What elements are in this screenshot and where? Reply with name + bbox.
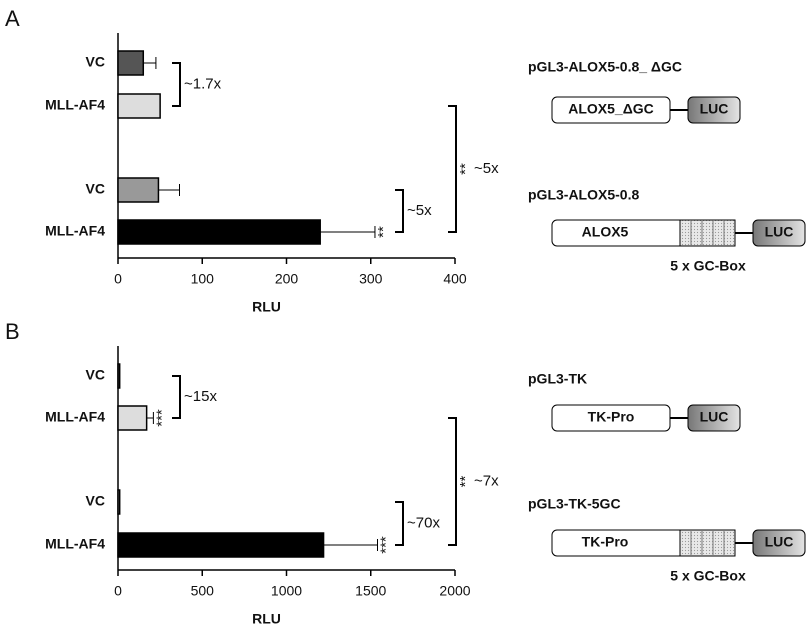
fold-label: ~70x bbox=[407, 514, 440, 531]
category-label: VC bbox=[86, 54, 105, 70]
significance: ** bbox=[457, 476, 474, 488]
promoter-label: TK-Pro bbox=[582, 534, 629, 550]
x-tick-label: 500 bbox=[191, 583, 215, 599]
error-bar bbox=[143, 57, 157, 69]
bar bbox=[117, 363, 121, 389]
x-axis-label: RLU bbox=[252, 611, 281, 627]
x-tick-label: 1500 bbox=[355, 583, 386, 599]
fold-label: ~7x bbox=[474, 472, 499, 489]
x-tick-label: 1000 bbox=[271, 583, 302, 599]
fold-label: ~5x bbox=[407, 202, 432, 219]
construct-title: pGL3-ALOX5-0.8 bbox=[528, 187, 639, 203]
significance: ** bbox=[375, 226, 392, 238]
x-tick-label: 300 bbox=[359, 271, 383, 287]
x-tick-label: 0 bbox=[114, 271, 122, 287]
luc-box bbox=[752, 529, 806, 557]
error-bar bbox=[323, 539, 378, 551]
category-label: MLL-AF4 bbox=[45, 409, 105, 425]
bracket bbox=[395, 501, 404, 546]
significance: *** bbox=[377, 536, 394, 554]
luc-label: LUC bbox=[765, 534, 794, 550]
luc-label: LUC bbox=[765, 224, 794, 240]
gc-label: 5 x GC-Box bbox=[670, 258, 746, 274]
bracket bbox=[395, 189, 404, 233]
x-tick-label: 200 bbox=[275, 271, 299, 287]
luc-box bbox=[687, 404, 741, 432]
bracket bbox=[172, 62, 181, 107]
fold-label: ~5x bbox=[474, 160, 499, 177]
panel-label: B bbox=[5, 319, 20, 344]
panel-label: A bbox=[5, 6, 20, 31]
x-tick-label: 100 bbox=[191, 271, 215, 287]
promoter-label: ALOX5 bbox=[582, 224, 629, 240]
luc-label: LUC bbox=[700, 409, 729, 425]
bar bbox=[117, 405, 148, 431]
bar bbox=[117, 532, 325, 558]
bar bbox=[117, 177, 160, 203]
category-label: MLL-AF4 bbox=[45, 223, 105, 239]
promoter-label: ALOX5_ΔGC bbox=[568, 101, 654, 117]
fold-label: ~1.7x bbox=[184, 75, 222, 92]
gc-label: 5 x GC-Box bbox=[670, 568, 746, 584]
gc-region bbox=[679, 219, 736, 247]
gc-region bbox=[679, 529, 736, 557]
bar bbox=[117, 93, 161, 119]
category-label: MLL-AF4 bbox=[45, 97, 105, 113]
construct-title: pGL3-ALOX5-0.8_ ΔGC bbox=[528, 59, 682, 75]
category-label: VC bbox=[86, 367, 105, 383]
luc-label: LUC bbox=[700, 101, 729, 117]
bracket bbox=[448, 417, 457, 546]
bracket bbox=[172, 375, 181, 419]
error-bar bbox=[320, 226, 376, 238]
bar bbox=[117, 219, 321, 245]
construct-title: pGL3-TK bbox=[528, 371, 587, 387]
construct-title: pGL3-TK-5GC bbox=[528, 496, 621, 512]
category-label: VC bbox=[86, 181, 105, 197]
significance: *** bbox=[153, 409, 170, 427]
fold-label: ~15x bbox=[184, 388, 217, 405]
x-tick-label: 0 bbox=[114, 583, 122, 599]
bracket bbox=[448, 105, 457, 233]
x-tick-label: 2000 bbox=[439, 583, 470, 599]
x-tick-label: 400 bbox=[443, 271, 467, 287]
error-bar bbox=[146, 412, 154, 424]
bar bbox=[117, 50, 145, 76]
x-axis-label: RLU bbox=[252, 299, 281, 315]
category-label: VC bbox=[86, 493, 105, 509]
error-bar bbox=[158, 184, 181, 196]
category-label: MLL-AF4 bbox=[45, 536, 105, 552]
luc-box bbox=[687, 96, 741, 124]
bar bbox=[117, 489, 121, 515]
luc-box bbox=[752, 219, 806, 247]
promoter-label: TK-Pro bbox=[588, 409, 635, 425]
significance: ** bbox=[457, 163, 474, 175]
